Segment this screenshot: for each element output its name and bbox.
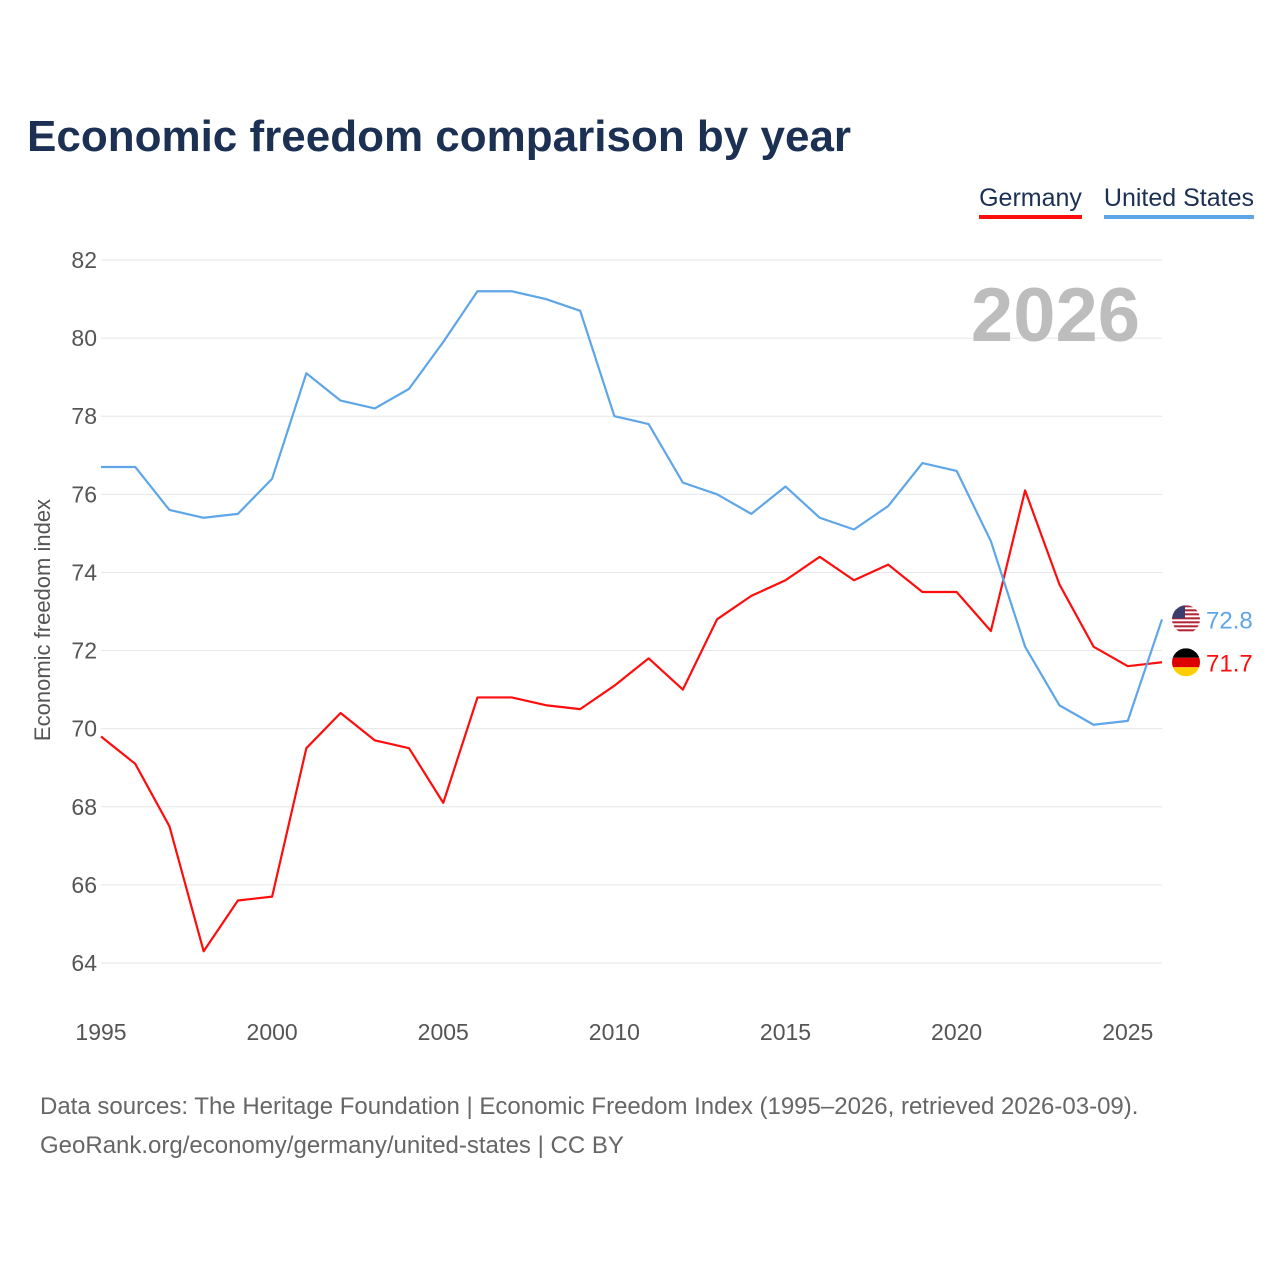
end-value-label: 72.8 bbox=[1206, 607, 1253, 634]
y-tick-label: 82 bbox=[71, 247, 97, 273]
source-text: Data sources: The Heritage Foundation | … bbox=[40, 1093, 1139, 1120]
legend: Germany United States bbox=[979, 184, 1254, 219]
x-tick-label: 2015 bbox=[760, 1019, 811, 1045]
y-tick-label: 68 bbox=[71, 794, 97, 820]
chart-title: Economic freedom comparison by year bbox=[27, 112, 852, 161]
x-tick-label: 2010 bbox=[589, 1019, 640, 1045]
y-tick-label: 66 bbox=[71, 872, 97, 898]
end-value-label: 71.7 bbox=[1206, 650, 1253, 677]
flag-us-icon bbox=[1172, 605, 1200, 608]
x-tick-label: 1995 bbox=[75, 1019, 126, 1045]
flag-us-icon bbox=[1172, 609, 1200, 612]
year-annotation: 2026 bbox=[971, 273, 1140, 358]
flag-germany-icon bbox=[1172, 657, 1200, 668]
legend-united-states[interactable]: United States bbox=[1103, 184, 1254, 219]
series-line-germany bbox=[100, 489, 1163, 953]
y-tick-label: 70 bbox=[71, 716, 97, 742]
y-tick-label: 80 bbox=[71, 325, 97, 351]
x-tick-label: 2000 bbox=[247, 1019, 298, 1045]
flag-us-icon bbox=[1172, 613, 1200, 616]
flag-us-icon bbox=[1172, 629, 1200, 632]
flag-us-icon bbox=[1172, 625, 1200, 628]
flag-us-icon bbox=[1172, 621, 1200, 624]
flag-germany-icon bbox=[1172, 667, 1200, 677]
y-axis-label: Economic freedom index bbox=[30, 499, 55, 741]
flag-us-icon bbox=[1172, 617, 1200, 620]
legend-germany[interactable]: Germany bbox=[979, 184, 1082, 219]
series-line-united-states bbox=[101, 290, 1164, 726]
y-tick-label: 72 bbox=[71, 638, 97, 664]
flag-us-icon bbox=[1172, 605, 1185, 619]
y-tick-label: 64 bbox=[71, 950, 97, 976]
y-tick-label: 74 bbox=[71, 559, 97, 585]
y-tick-label: 76 bbox=[71, 481, 97, 507]
flag-germany-icon bbox=[1172, 648, 1200, 658]
footer: Data sources: The Heritage Foundation | … bbox=[40, 1087, 1138, 1165]
source-link[interactable]: GeoRank.org/economy/germany/united-state… bbox=[40, 1132, 624, 1159]
x-tick-label: 2025 bbox=[1102, 1019, 1153, 1045]
x-tick-label: 2020 bbox=[931, 1019, 982, 1045]
y-tick-label: 78 bbox=[71, 403, 97, 429]
x-tick-label: 2005 bbox=[418, 1019, 469, 1045]
